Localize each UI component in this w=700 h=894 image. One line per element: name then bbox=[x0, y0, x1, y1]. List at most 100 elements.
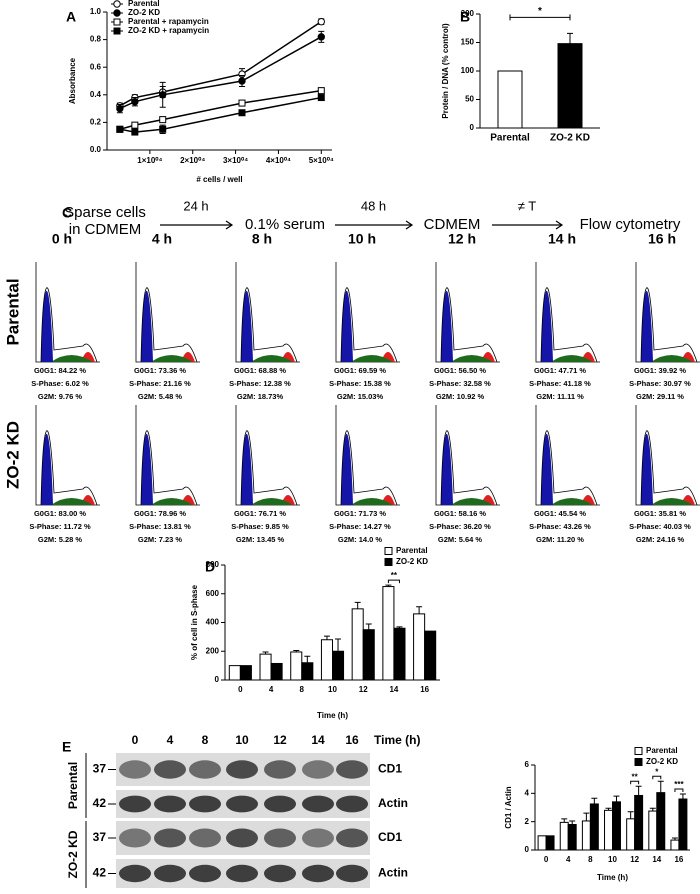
y-tick-label: 0.0 bbox=[90, 145, 102, 154]
phase-stat: G0G1: 71.73 % bbox=[334, 509, 386, 518]
y-tick-label: 4 bbox=[525, 788, 530, 797]
s-phase-area bbox=[551, 355, 593, 362]
marker bbox=[116, 104, 124, 113]
band bbox=[336, 828, 368, 848]
step-label: in CDMEM bbox=[69, 221, 142, 238]
band bbox=[226, 795, 258, 813]
s-phase-area bbox=[51, 498, 93, 505]
y-tick-label: 400 bbox=[206, 618, 220, 627]
marker bbox=[116, 125, 124, 133]
arrow-label: 24 h bbox=[183, 198, 208, 213]
x-tick-label: 12 bbox=[359, 685, 368, 694]
legend-label: ZO-2 KD bbox=[646, 757, 678, 766]
marker bbox=[317, 17, 325, 26]
x-tick-label: 14 bbox=[389, 685, 398, 694]
s-phase-area bbox=[451, 355, 493, 362]
y-tick-label: 50 bbox=[465, 95, 474, 104]
s-phase-area bbox=[251, 498, 293, 505]
error-bar bbox=[354, 601, 361, 609]
bar bbox=[678, 798, 688, 851]
error-bar bbox=[569, 820, 576, 825]
panel-label: D bbox=[205, 559, 215, 575]
row-label: ZO-2 KD bbox=[66, 830, 80, 878]
y-axis-title: Absorbance bbox=[68, 57, 77, 104]
band bbox=[189, 828, 221, 848]
marker bbox=[131, 98, 139, 106]
marker bbox=[113, 18, 121, 26]
s-phase-area bbox=[651, 498, 693, 505]
phase-stat: G2M: 18.73% bbox=[237, 392, 284, 401]
error-bar bbox=[416, 606, 423, 614]
band bbox=[154, 795, 186, 813]
error-bar bbox=[335, 638, 342, 652]
phase-stat: G2M: 24.16 % bbox=[636, 535, 685, 544]
marker bbox=[113, 9, 121, 17]
error-bar bbox=[613, 795, 620, 802]
y-axis-title: Protein / DNA (% control) bbox=[441, 23, 450, 119]
bar bbox=[670, 839, 680, 851]
band bbox=[226, 828, 258, 848]
legend-swatch bbox=[634, 747, 643, 755]
phase-stat: G2M: 15.03% bbox=[337, 392, 384, 401]
x-tick-label: 12 bbox=[630, 855, 639, 864]
band bbox=[336, 864, 368, 883]
legend-swatch bbox=[384, 547, 393, 555]
phase-stat: G2M: 9.76 % bbox=[38, 392, 83, 401]
g0g1-peak bbox=[541, 433, 553, 505]
significance-bracket bbox=[509, 14, 571, 21]
error-bar bbox=[293, 650, 300, 652]
s-phase-area bbox=[151, 498, 193, 505]
bar bbox=[362, 629, 375, 681]
x-tick-label: 1×10⁰⁴ bbox=[137, 156, 162, 165]
bar bbox=[626, 818, 636, 851]
band bbox=[336, 760, 368, 779]
fit-outline bbox=[40, 430, 98, 506]
phase-stat: S-Phase: 11.72 % bbox=[29, 522, 91, 531]
g0g1-peak bbox=[141, 433, 153, 505]
bar bbox=[413, 613, 426, 681]
fit-outline bbox=[140, 430, 198, 506]
band bbox=[154, 760, 186, 779]
y-axis-title: % of cell in S-phase bbox=[190, 584, 199, 660]
band bbox=[226, 864, 258, 883]
error-bar bbox=[591, 797, 598, 804]
band bbox=[119, 864, 151, 883]
lane-label: 10 bbox=[235, 733, 249, 747]
s-phase-area bbox=[651, 355, 693, 362]
legend-label: Parental bbox=[128, 0, 160, 8]
arrow-label: ≠ T bbox=[518, 198, 537, 213]
time-label: Time (h) bbox=[374, 733, 420, 747]
fit-outline bbox=[340, 430, 398, 506]
fit-outline bbox=[540, 430, 598, 506]
error-bar bbox=[657, 780, 664, 793]
band bbox=[226, 760, 258, 779]
marker bbox=[317, 87, 325, 95]
phase-stat: G2M: 7.23 % bbox=[138, 535, 183, 544]
phase-stat: G2M: 29.11 % bbox=[636, 392, 684, 401]
y-tick-label: 150 bbox=[461, 38, 475, 47]
x-tick-label: 8 bbox=[588, 855, 593, 864]
panel-label: B bbox=[460, 9, 470, 25]
bar bbox=[537, 835, 547, 851]
lane-label: 4 bbox=[167, 733, 174, 747]
phase-stat: G0G1: 69.59 % bbox=[334, 366, 386, 375]
significance-label: * bbox=[538, 6, 542, 17]
error-bar bbox=[323, 635, 330, 640]
band-name: Actin bbox=[378, 866, 408, 880]
marker bbox=[238, 109, 246, 117]
marker bbox=[317, 94, 325, 102]
error-bar bbox=[385, 584, 392, 587]
phase-stat: G2M: 13.45 % bbox=[236, 535, 285, 544]
mw-marker: 37 bbox=[93, 830, 107, 844]
bar bbox=[557, 43, 583, 129]
phase-stat: G0G1: 73.36 % bbox=[134, 366, 186, 375]
bar bbox=[424, 630, 437, 681]
x-tick-label: 14 bbox=[652, 855, 661, 864]
phase-stat: S-Phase: 30.97 % bbox=[629, 379, 691, 388]
error-bar bbox=[561, 818, 568, 823]
s-phase-area bbox=[351, 355, 393, 362]
fit-outline bbox=[540, 287, 598, 363]
legend-label: Parental bbox=[646, 746, 678, 755]
lane-label: 14 bbox=[311, 733, 325, 747]
arrow bbox=[160, 220, 234, 230]
